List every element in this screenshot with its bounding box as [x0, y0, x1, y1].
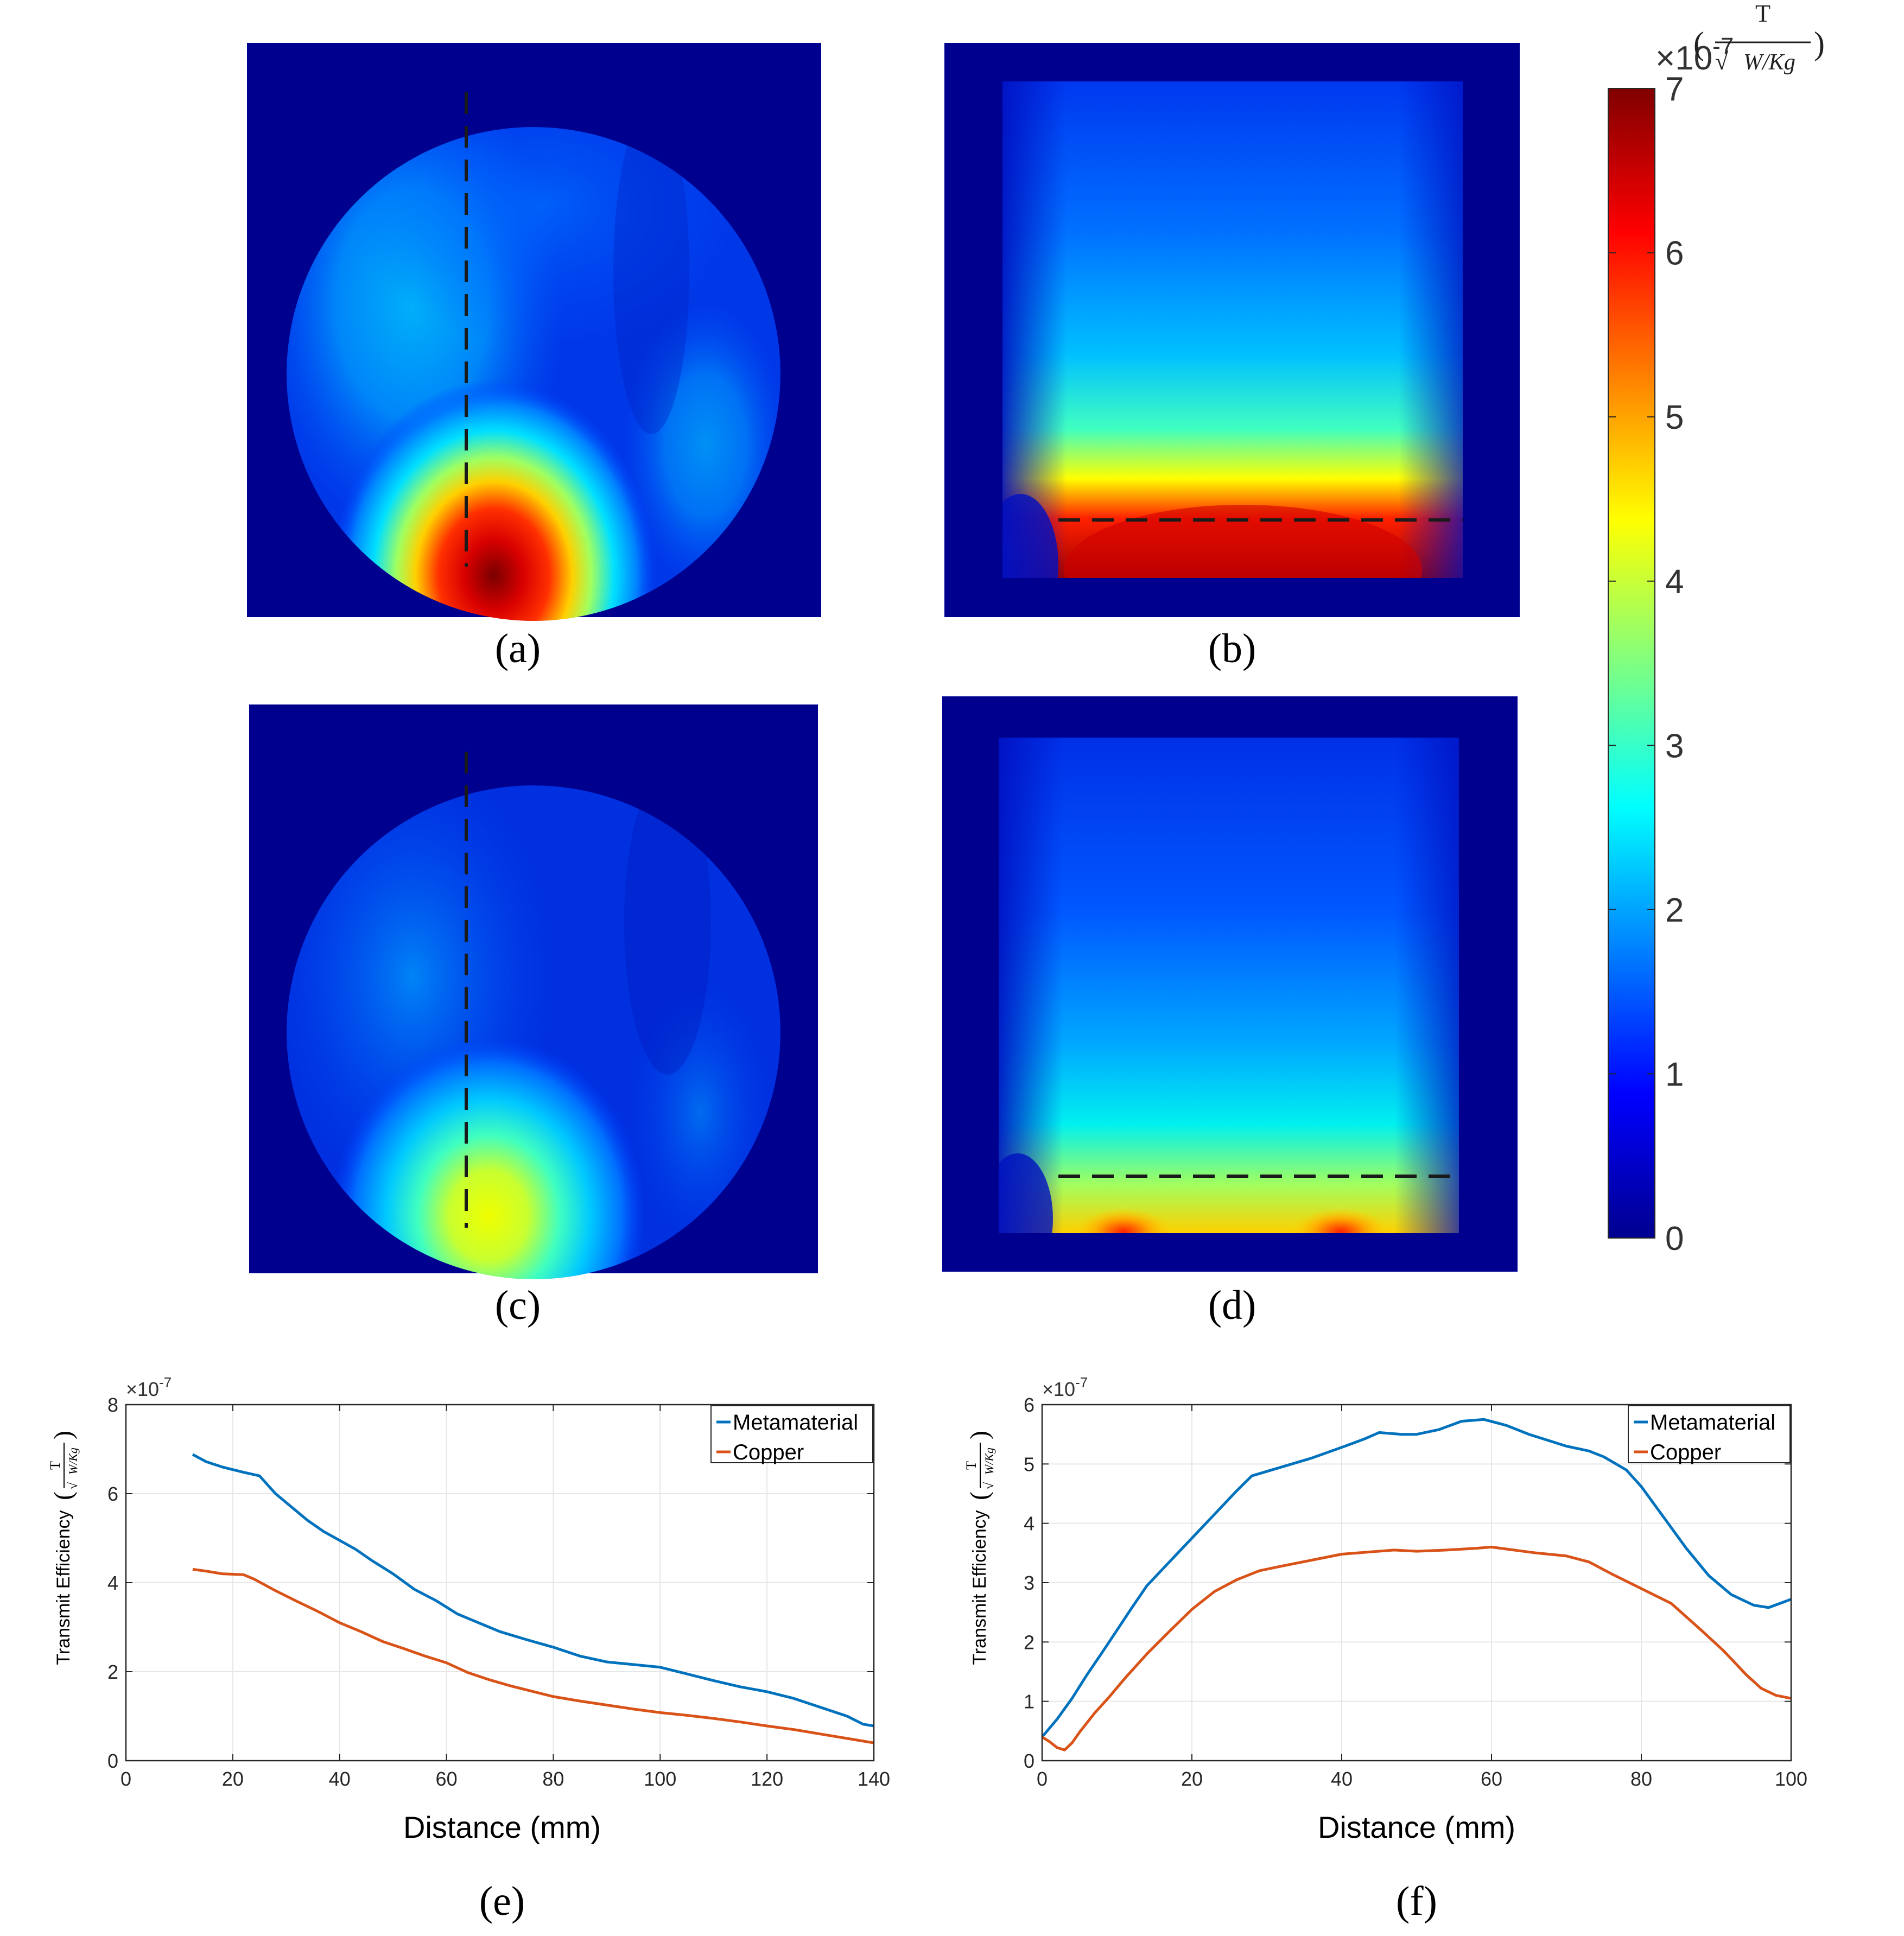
chart-e-ylabel-unit-denominator: W/Kg [66, 1448, 80, 1475]
colorbar-unit-denominator: W/Kg [1743, 50, 1795, 75]
chart-e-xlabel: Distance (mm) [403, 1810, 601, 1844]
x-tick-label: 80 [542, 1768, 564, 1790]
legend-label-metamaterial: Metamaterial [1650, 1411, 1775, 1434]
colorbar-tick-label: 0 [1665, 1220, 1684, 1258]
y-tick-label: 8 [107, 1394, 118, 1416]
chart-f-plot: 0 20 40 60 80 100 0 1 2 3 4 5 6 Metamaterial Copper [1024, 1394, 1807, 1790]
x-tick-label: 80 [1630, 1768, 1652, 1790]
colorbar-tick-label: 2 [1665, 892, 1684, 929]
y-tick-label: 5 [1024, 1453, 1034, 1475]
chart-e: 0 20 40 60 80 100 120 140 0 2 4 6 8 Metamaterial Coppe… [47, 1374, 890, 1924]
chart-e-scale-base: ×10 [126, 1378, 159, 1400]
legend-label-copper: Copper [1650, 1440, 1721, 1464]
x-tick-label: 60 [436, 1768, 458, 1790]
y-tick-label: 0 [107, 1750, 118, 1772]
y-tick-label: 3 [1024, 1572, 1034, 1594]
panel-b: (b) [944, 43, 1520, 671]
colorbar-multiplier-base: ×10 [1655, 40, 1712, 77]
series-line-metamaterial [1042, 1418, 1791, 1738]
y-tick-label: 4 [107, 1572, 118, 1594]
panel-c-field [287, 785, 780, 1279]
legend-label-copper: Copper [733, 1440, 804, 1464]
series-line-metamaterial [192, 1453, 874, 1728]
chart-f-ylabel-unit: T √ W/Kg ( ) [963, 1431, 997, 1500]
panel-d: (d) [942, 696, 1518, 1328]
x-tick-label: 40 [1331, 1768, 1353, 1790]
panel-b-field [1002, 81, 1463, 578]
y-tick-label: 0 [1024, 1750, 1034, 1772]
x-tick-label: 100 [1775, 1768, 1807, 1790]
legend [710, 1405, 873, 1463]
chart-f-xlabel: Distance (mm) [1318, 1810, 1515, 1844]
y-tick-label: 6 [1024, 1394, 1034, 1416]
y-tick-label: 6 [107, 1483, 118, 1505]
chart-f-ylabel: Transmit Efficiency [969, 1510, 990, 1665]
chart-e-ylabel-unit: T √ W/Kg ( ) [47, 1431, 80, 1500]
y-tick-label: 2 [107, 1661, 118, 1683]
chart-f-ylabel-unit-open-paren: ( [965, 1491, 994, 1500]
chart-f-scale-base: ×10 [1042, 1378, 1075, 1400]
colorbar-tick-label: 5 [1665, 399, 1684, 436]
colorbar-ticks: 0 1 2 3 4 5 6 7 [1608, 71, 1684, 1258]
legend [1628, 1405, 1791, 1463]
x-tick-label: 140 [858, 1768, 890, 1790]
panel-e-label: (e) [479, 1878, 525, 1924]
colorbar-unit-open-paren: ( [1693, 26, 1704, 61]
chart-f-ylabel-unit-close-paren: ) [965, 1431, 994, 1439]
y-tick-label: 2 [1024, 1631, 1034, 1653]
colorbar-tick-label: 3 [1665, 727, 1684, 765]
colorbar-tick-label: 1 [1665, 1056, 1684, 1093]
chart-e-ylabel: Transmit Efficiency [53, 1510, 74, 1665]
legend-label-metamaterial: Metamaterial [733, 1411, 858, 1434]
chart-f-scale-exponent: -7 [1075, 1374, 1088, 1391]
chart-e-ylabel-unit-sqrt-sign: √ [66, 1482, 80, 1489]
chart-e-plot: 0 20 40 60 80 100 120 140 0 2 4 6 8 Metamaterial Coppe… [107, 1394, 890, 1790]
y-tick-label: 4 [1024, 1513, 1034, 1535]
series-group [192, 1453, 874, 1744]
panel-f-label: (f) [1396, 1878, 1437, 1924]
colorbar-unit-sqrt-sign: √ [1715, 48, 1729, 75]
x-tick-label: 40 [329, 1768, 351, 1790]
x-tick-label: 0 [120, 1768, 131, 1790]
colorbar-tick-label: 4 [1665, 563, 1684, 601]
series-group [1042, 1418, 1791, 1751]
x-tick-label: 20 [222, 1768, 244, 1790]
colorbar-unit-close-paren: ) [1814, 26, 1825, 61]
chart-f-ylabel-unit-numerator: T [963, 1461, 979, 1470]
chart-e-ylabel-unit-close-paren: ) [49, 1431, 78, 1439]
panel-c-label: (c) [495, 1283, 541, 1328]
series-line-copper [1042, 1545, 1791, 1751]
x-tick-label: 100 [644, 1768, 676, 1790]
chart-f-ylabel-unit-sqrt-sign: √ [982, 1482, 997, 1489]
x-tick-label: 20 [1181, 1768, 1203, 1790]
chart-e-ylabel-unit-numerator: T [47, 1461, 63, 1470]
colorbar: 0 1 2 3 4 5 6 7 ×10-7 T ( ) √ W/Kg [1608, 0, 1825, 1258]
x-tick-label: 120 [751, 1768, 783, 1790]
panel-c: (c) [249, 704, 818, 1328]
colorbar-tick-label: 6 [1665, 235, 1684, 272]
chart-e-ylabel-unit-open-paren: ( [49, 1491, 78, 1500]
chart-f-scale: ×10-7 [1042, 1374, 1088, 1400]
panel-a-label: (a) [495, 626, 541, 671]
x-tick-label: 0 [1037, 1768, 1048, 1790]
colorbar-tick-label: 7 [1665, 71, 1684, 108]
colorbar-gradient [1608, 88, 1655, 1239]
y-tick-label: 1 [1024, 1691, 1034, 1713]
colorbar-multiplier-exponent: -7 [1712, 33, 1734, 60]
x-tick-label: 60 [1481, 1768, 1502, 1790]
panel-d-field [999, 738, 1459, 1233]
panel-b-label: (b) [1208, 626, 1256, 671]
panel-a: (a) [247, 43, 821, 671]
colorbar-unit-numerator: T [1755, 0, 1770, 27]
panel-d-label: (d) [1208, 1283, 1256, 1328]
chart-f: 0 20 40 60 80 100 0 1 2 3 4 5 6 Metamaterial Copper Di… [963, 1374, 1807, 1924]
chart-e-scale-exponent: -7 [159, 1374, 172, 1391]
chart-e-scale: ×10-7 [126, 1374, 172, 1400]
series-line-copper [192, 1567, 874, 1744]
colorbar-multiplier: ×10-7 [1655, 33, 1734, 77]
chart-f-ylabel-unit-denominator: W/Kg [982, 1448, 996, 1475]
